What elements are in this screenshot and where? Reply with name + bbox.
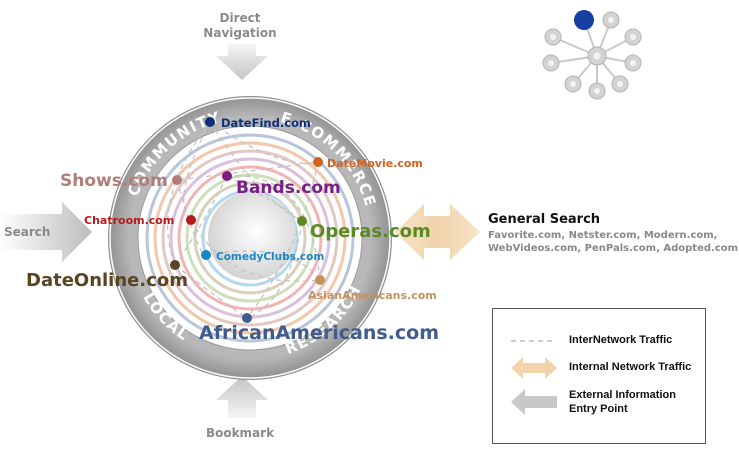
- label-bands: Bands.com: [236, 178, 341, 198]
- internetwork-traffic-lines: [167, 121, 321, 319]
- site-labels: DateFind.com DateMovie.com Shows.com Ban…: [26, 116, 439, 344]
- node-asianamericans: [315, 275, 325, 285]
- mini-network-icon: [542, 10, 642, 100]
- entry-labels: Direct Navigation Search Bookmark: [4, 11, 277, 440]
- node-shows: [172, 175, 182, 185]
- legend-external-label-line2: Entry Point: [569, 403, 628, 415]
- node-africanamericans: [242, 313, 252, 323]
- bookmark-label: Bookmark: [206, 426, 275, 440]
- label-africanamericans: AfricanAmericans.com: [199, 322, 439, 344]
- label-datefind: DateFind.com: [221, 116, 311, 130]
- legend-symbols: [511, 340, 557, 415]
- general-search-arrow: [395, 204, 480, 260]
- general-search-line-2: WebVideos.com, PenPals.com, Adopted.com: [488, 243, 738, 254]
- direct-navigation-label-line1: Direct: [220, 11, 261, 25]
- node-operas: [297, 216, 307, 226]
- direct-navigation-arrow: [216, 44, 268, 80]
- label-comedyclubs: ComedyClubs.com: [216, 251, 324, 263]
- direct-navigation-label-line2: Navigation: [203, 26, 276, 40]
- node-datefind: [205, 117, 215, 127]
- general-search-title: General Search: [488, 212, 600, 227]
- node-chatroom: [186, 215, 196, 225]
- label-chatroom: Chatroom.com: [84, 214, 174, 227]
- search-label: Search: [4, 225, 50, 239]
- bookmark-arrow: [216, 376, 268, 418]
- site-nodes: [170, 117, 325, 323]
- legend-internetwork-label: InterNetwork Traffic: [569, 334, 673, 346]
- legend: InterNetwork Traffic Internal Network Tr…: [492, 308, 706, 444]
- label-operas: Operas.com: [310, 221, 431, 242]
- node-bands: [222, 171, 232, 181]
- label-shows: Shows.com: [60, 171, 168, 191]
- left-arrow-icon: [511, 389, 557, 415]
- node-dateonline: [170, 260, 180, 270]
- double-arrow-icon: [511, 357, 557, 379]
- general-search-line-1: Favorite.com, Netster.com, Modern.com,: [488, 230, 717, 241]
- general-search-block: General Search Favorite.com, Netster.com…: [488, 212, 738, 254]
- label-dateonline: DateOnline.com: [26, 270, 188, 291]
- label-asianamericans: AsianAmericans.com: [308, 289, 437, 302]
- node-datemovie: [313, 157, 323, 167]
- legend-external-label-line1: External Information: [569, 389, 676, 401]
- label-datemovie: DateMovie.com: [327, 157, 423, 170]
- network-disk: [108, 96, 392, 380]
- node-comedyclubs: [201, 250, 211, 260]
- legend-internal-label: Internal Network Traffic: [569, 361, 692, 373]
- search-arrow: [0, 202, 92, 262]
